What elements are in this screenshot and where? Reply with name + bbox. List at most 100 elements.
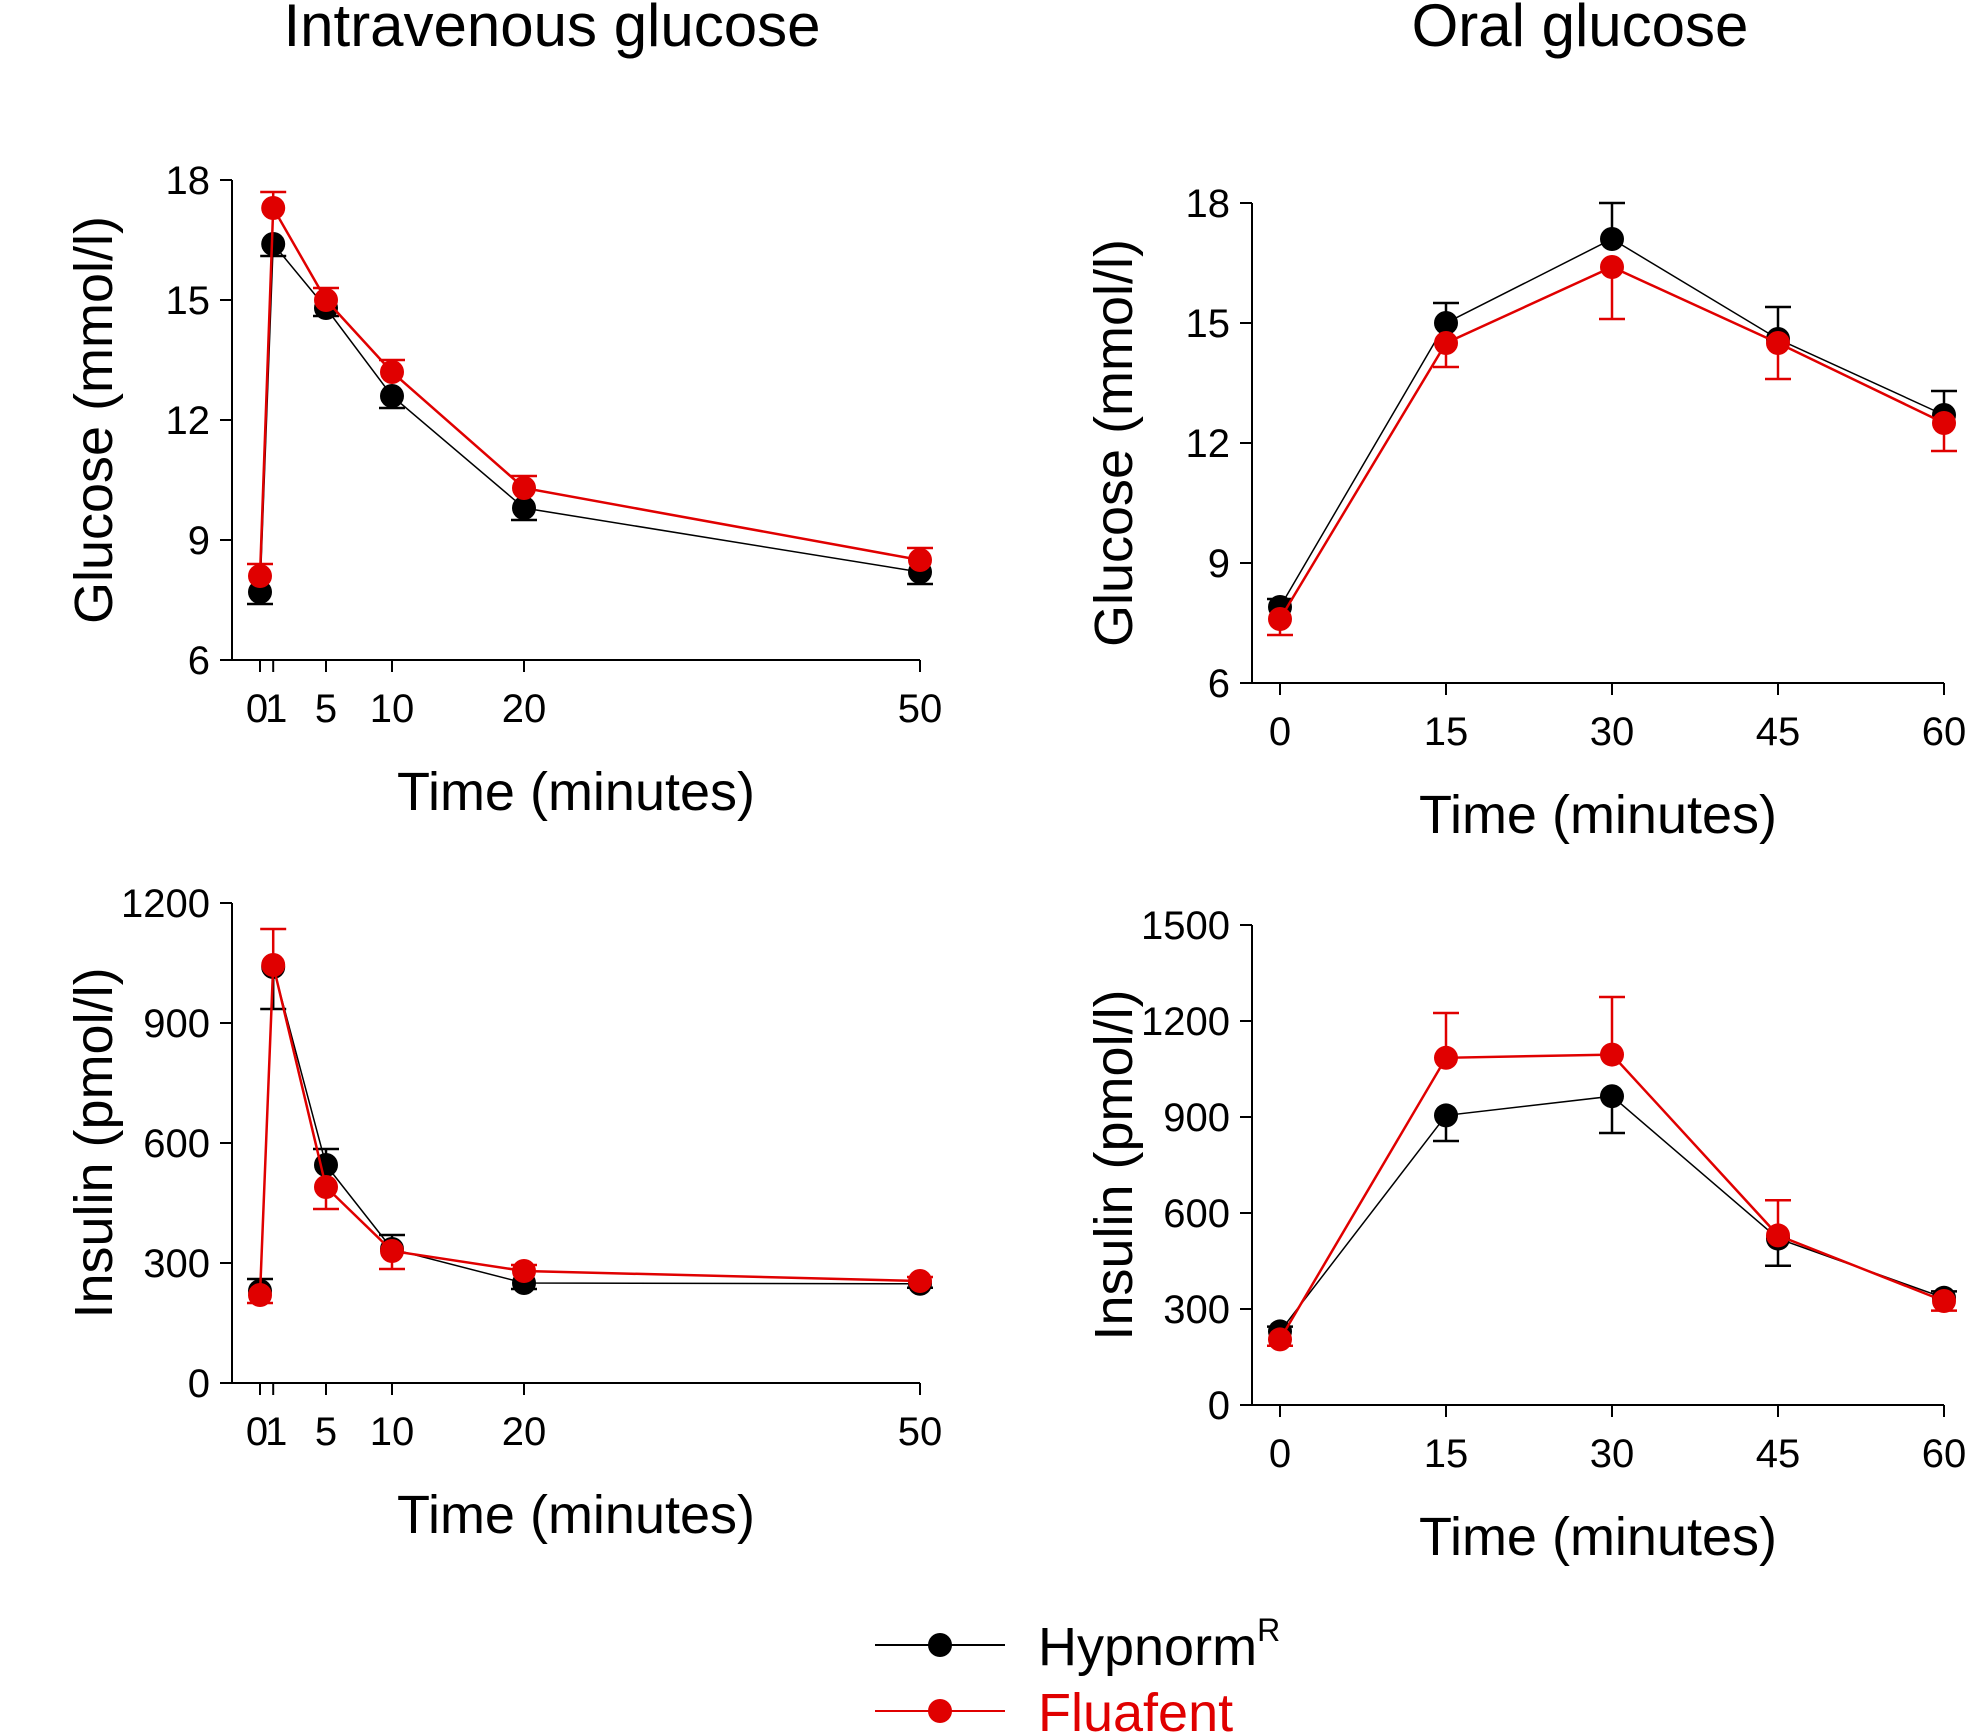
legend-label-hypnorm-text: Hypnorm	[1038, 1617, 1257, 1677]
data-point-hypnorm	[1434, 1103, 1458, 1128]
series-line-fluafent	[258, 203, 921, 577]
data-point-hypnorm	[512, 496, 536, 520]
y-tick-label: 12	[166, 399, 211, 443]
data-point-fluafent	[314, 288, 338, 312]
data-point-fluafent	[248, 1283, 272, 1307]
x-tick-label: 15	[1424, 710, 1469, 754]
data-point-fluafent	[380, 1239, 404, 1263]
y-tick-label: 900	[1163, 1096, 1230, 1140]
x-tick-label: 0	[1269, 710, 1291, 754]
legend-label-hypnorm-sup: R	[1257, 1612, 1280, 1648]
legend-marker-fluafent	[928, 1699, 952, 1723]
y-axis-title: Glucose (mmol/l)	[64, 216, 124, 624]
data-point-fluafent	[1766, 331, 1790, 355]
data-point-hypnorm	[1600, 227, 1624, 251]
x-tick-label: 60	[1922, 710, 1967, 754]
y-axis-title: Glucose (mmol/l)	[1084, 239, 1144, 647]
series-hypnorm	[1267, 1084, 1957, 1344]
x-axis-title: Time (minutes)	[1419, 1507, 1777, 1567]
x-axis-title: Time (minutes)	[397, 762, 755, 822]
series-hypnorm	[247, 955, 933, 1303]
data-point-fluafent	[1932, 411, 1956, 435]
y-tick-label: 18	[166, 159, 211, 203]
data-point-fluafent	[1434, 1045, 1458, 1070]
x-axis-title: Time (minutes)	[397, 1485, 755, 1545]
data-point-hypnorm	[1434, 311, 1458, 335]
y-tick-label: 0	[1208, 1384, 1230, 1428]
x-tick-label: 10	[370, 687, 415, 731]
x-tick-label: 20	[502, 1410, 547, 1454]
data-point-fluafent	[1268, 1327, 1292, 1352]
y-tick-label: 1200	[1141, 1000, 1230, 1044]
data-point-fluafent	[261, 196, 286, 220]
x-tick-label: 5	[315, 687, 337, 731]
x-tick-label: 20	[502, 687, 547, 731]
legend-item-hypnorm: HypnormR	[875, 1612, 1280, 1677]
y-tick-label: 9	[188, 519, 210, 563]
y-axis-title: Insulin (pmol/l)	[1084, 989, 1144, 1340]
legend-label-fluafent: Fluafent	[1038, 1683, 1233, 1732]
data-point-hypnorm	[1600, 1084, 1624, 1109]
y-tick-label: 1500	[1141, 904, 1230, 948]
x-tick-label: 30	[1590, 1432, 1635, 1476]
x-tick-label: 0	[246, 1410, 268, 1454]
y-tick-label: 1200	[121, 882, 210, 926]
y-tick-label: 12	[1186, 422, 1231, 466]
y-tick-label: 600	[143, 1122, 210, 1166]
series-hypnorm	[247, 232, 933, 606]
data-point-fluafent	[248, 564, 272, 588]
series-fluafent	[247, 190, 933, 588]
legend-item-fluafent: Fluafent	[875, 1683, 1233, 1732]
data-point-fluafent	[1932, 1289, 1956, 1313]
series-fluafent	[247, 927, 933, 1307]
series-fluafent	[1267, 995, 1957, 1352]
y-tick-label: 6	[1208, 662, 1230, 706]
x-tick-label: 0	[246, 687, 268, 731]
legend-marker-hypnorm	[928, 1633, 952, 1657]
y-tick-label: 6	[188, 639, 210, 683]
data-point-fluafent	[512, 1259, 536, 1283]
data-point-fluafent	[261, 953, 286, 977]
y-tick-label: 300	[143, 1242, 210, 1286]
y-tick-label: 300	[1163, 1288, 1230, 1332]
y-tick-label: 15	[1186, 302, 1231, 346]
y-tick-label: 900	[143, 1002, 210, 1046]
y-tick-label: 18	[1186, 182, 1231, 226]
data-point-fluafent	[1600, 1042, 1624, 1067]
y-tick-label: 0	[188, 1362, 210, 1406]
column-title-oral: Oral glucose	[1412, 0, 1749, 59]
x-axis-title: Time (minutes)	[1419, 785, 1777, 845]
column-title-iv: Intravenous glucose	[283, 0, 820, 59]
series-fluafent	[1267, 255, 1957, 637]
data-point-fluafent	[314, 1175, 338, 1199]
x-tick-label: 60	[1922, 1432, 1967, 1476]
legend: HypnormR Fluafent	[875, 1612, 1280, 1732]
y-tick-label: 600	[1163, 1192, 1230, 1236]
y-tick-label: 15	[166, 279, 211, 323]
data-point-fluafent	[1600, 255, 1624, 279]
data-point-fluafent	[908, 1269, 932, 1293]
chart-panel-oral-glucose: 6 9 12 15 18 0 15 30 45 60 Time (minutes) Glucose (…	[1084, 182, 1966, 845]
x-tick-label: 0	[1269, 1432, 1291, 1476]
data-point-fluafent	[512, 476, 536, 500]
x-tick-label: 15	[1424, 1432, 1469, 1476]
x-tick-label: 30	[1590, 710, 1635, 754]
legend-label-hypnorm: HypnormR	[1038, 1612, 1280, 1677]
x-tick-label: 45	[1756, 1432, 1801, 1476]
series-line-hypnorm	[259, 242, 921, 593]
series-line-fluafent	[258, 964, 921, 1296]
x-tick-label: 50	[898, 1410, 943, 1454]
y-axis-title: Insulin (pmol/l)	[64, 967, 124, 1318]
chart-panel-oral-insulin: 0 300 600 900 1200 1500 0 15 30 45 60 Time (minutes…	[1084, 904, 1966, 1567]
data-point-fluafent	[1766, 1223, 1790, 1248]
x-tick-label: 5	[315, 1410, 337, 1454]
data-point-hypnorm	[261, 232, 286, 256]
x-tick-label: 1	[265, 687, 287, 731]
x-tick-label: 1	[265, 1410, 287, 1454]
series-line-hypnorm	[259, 966, 921, 1292]
x-tick-label: 45	[1756, 710, 1801, 754]
